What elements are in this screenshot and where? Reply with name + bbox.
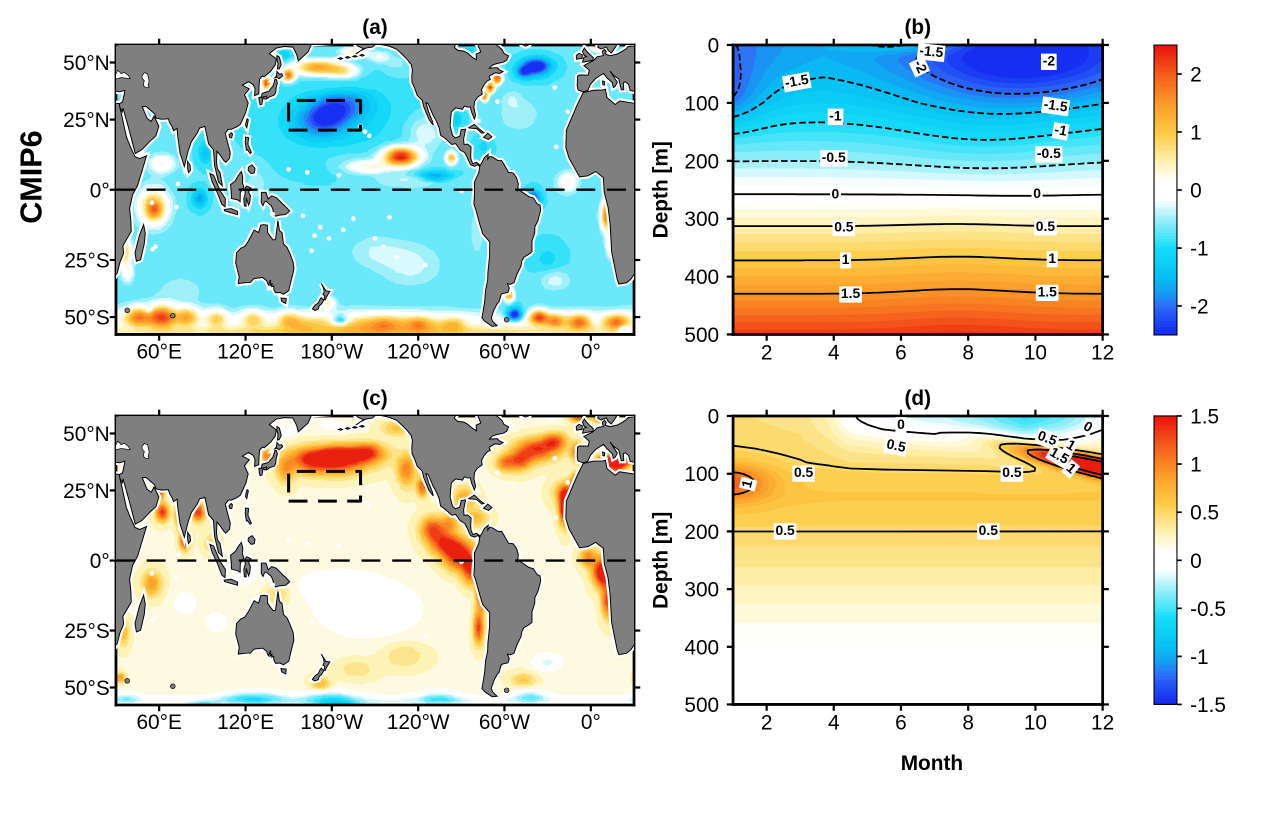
- svg-text:8: 8: [962, 341, 974, 364]
- svg-text:1.5: 1.5: [1190, 406, 1219, 429]
- svg-text:-1.5: -1.5: [783, 71, 810, 91]
- svg-text:(d): (d): [904, 387, 931, 410]
- svg-text:120°E: 120°E: [217, 711, 274, 734]
- svg-text:12: 12: [1091, 711, 1114, 734]
- svg-text:0: 0: [708, 34, 720, 57]
- svg-text:1: 1: [1048, 250, 1056, 266]
- svg-text:(a): (a): [362, 16, 387, 39]
- svg-text:0: 0: [832, 186, 840, 202]
- svg-text:500: 500: [684, 694, 719, 717]
- svg-text:Month: Month: [901, 752, 963, 775]
- svg-text:-1.5: -1.5: [1190, 694, 1226, 717]
- svg-text:180°W: 180°W: [300, 711, 363, 734]
- svg-text:50°N: 50°N: [63, 423, 110, 446]
- svg-text:-2: -2: [1043, 52, 1056, 68]
- svg-text:Depth [m]: Depth [m]: [650, 141, 673, 238]
- svg-text:1: 1: [842, 251, 850, 267]
- svg-text:-0.5: -0.5: [822, 149, 846, 165]
- svg-text:25°N: 25°N: [63, 109, 110, 132]
- svg-text:0.5: 0.5: [834, 219, 854, 235]
- svg-text:200: 200: [684, 521, 719, 544]
- svg-text:100: 100: [684, 92, 719, 115]
- svg-text:-0.5: -0.5: [1037, 145, 1061, 161]
- svg-text:2: 2: [761, 711, 773, 734]
- svg-text:25°S: 25°S: [64, 250, 109, 273]
- svg-text:200: 200: [684, 150, 719, 173]
- svg-text:50°S: 50°S: [64, 677, 109, 700]
- svg-text:6: 6: [895, 711, 907, 734]
- svg-text:-1.5: -1.5: [1043, 95, 1069, 114]
- svg-text:0: 0: [897, 416, 905, 432]
- svg-text:400: 400: [684, 266, 719, 289]
- svg-text:60°E: 60°E: [136, 711, 181, 734]
- svg-text:60°W: 60°W: [479, 711, 530, 734]
- svg-text:-2: -2: [1190, 296, 1209, 319]
- svg-text:300: 300: [684, 208, 719, 231]
- svg-text:120°W: 120°W: [387, 341, 450, 364]
- svg-text:-0.5: -0.5: [1190, 598, 1226, 621]
- svg-text:0.5: 0.5: [775, 522, 795, 538]
- svg-text:-1: -1: [1053, 121, 1068, 139]
- svg-text:1.5: 1.5: [1038, 283, 1058, 299]
- svg-text:50°S: 50°S: [64, 307, 109, 330]
- svg-text:0.5: 0.5: [1036, 218, 1056, 234]
- svg-text:300: 300: [684, 579, 719, 602]
- svg-text:60°E: 60°E: [136, 341, 181, 364]
- svg-text:-1: -1: [829, 107, 842, 123]
- svg-text:0.5: 0.5: [1002, 464, 1022, 480]
- svg-text:-1.5: -1.5: [919, 42, 945, 60]
- svg-text:Depth [m]: Depth [m]: [650, 512, 673, 609]
- svg-text:0: 0: [708, 406, 720, 429]
- svg-text:4: 4: [828, 711, 840, 734]
- svg-text:0°: 0°: [581, 341, 601, 364]
- svg-text:-1: -1: [1190, 646, 1209, 669]
- svg-text:25°S: 25°S: [64, 620, 109, 643]
- svg-text:6: 6: [895, 341, 907, 364]
- svg-text:2: 2: [761, 341, 773, 364]
- svg-text:1.5: 1.5: [841, 285, 861, 301]
- svg-text:0°: 0°: [90, 550, 110, 573]
- svg-text:0: 0: [1033, 185, 1041, 201]
- svg-text:(c): (c): [362, 387, 387, 410]
- svg-text:100: 100: [684, 463, 719, 486]
- svg-text:1: 1: [1190, 454, 1202, 477]
- svg-text:-1: -1: [1190, 238, 1209, 261]
- svg-text:1: 1: [738, 478, 756, 490]
- svg-text:0.5: 0.5: [1190, 502, 1219, 525]
- svg-text:180°W: 180°W: [300, 341, 363, 364]
- svg-text:0: 0: [1190, 550, 1202, 573]
- svg-text:0°: 0°: [581, 711, 601, 734]
- svg-text:0.5: 0.5: [794, 464, 814, 480]
- svg-text:CMIP6: CMIP6: [14, 130, 48, 223]
- svg-text:1: 1: [1190, 122, 1202, 145]
- svg-text:0.5: 0.5: [885, 435, 907, 455]
- svg-text:10: 10: [1024, 341, 1047, 364]
- svg-text:0.5: 0.5: [1036, 427, 1060, 449]
- svg-text:0.5: 0.5: [979, 522, 999, 538]
- svg-text:10: 10: [1024, 711, 1047, 734]
- svg-text:4: 4: [828, 341, 840, 364]
- svg-text:8: 8: [962, 711, 974, 734]
- svg-text:500: 500: [684, 324, 719, 347]
- svg-text:12: 12: [1091, 341, 1114, 364]
- svg-text:120°W: 120°W: [387, 711, 450, 734]
- svg-text:50°N: 50°N: [63, 52, 110, 75]
- svg-text:0: 0: [1190, 179, 1202, 202]
- svg-text:120°E: 120°E: [217, 341, 274, 364]
- svg-text:2: 2: [1190, 64, 1202, 87]
- svg-text:0°: 0°: [90, 179, 110, 202]
- svg-text:400: 400: [684, 636, 719, 659]
- svg-text:(b): (b): [904, 16, 931, 39]
- svg-text:60°W: 60°W: [479, 341, 530, 364]
- svg-text:25°N: 25°N: [63, 480, 110, 503]
